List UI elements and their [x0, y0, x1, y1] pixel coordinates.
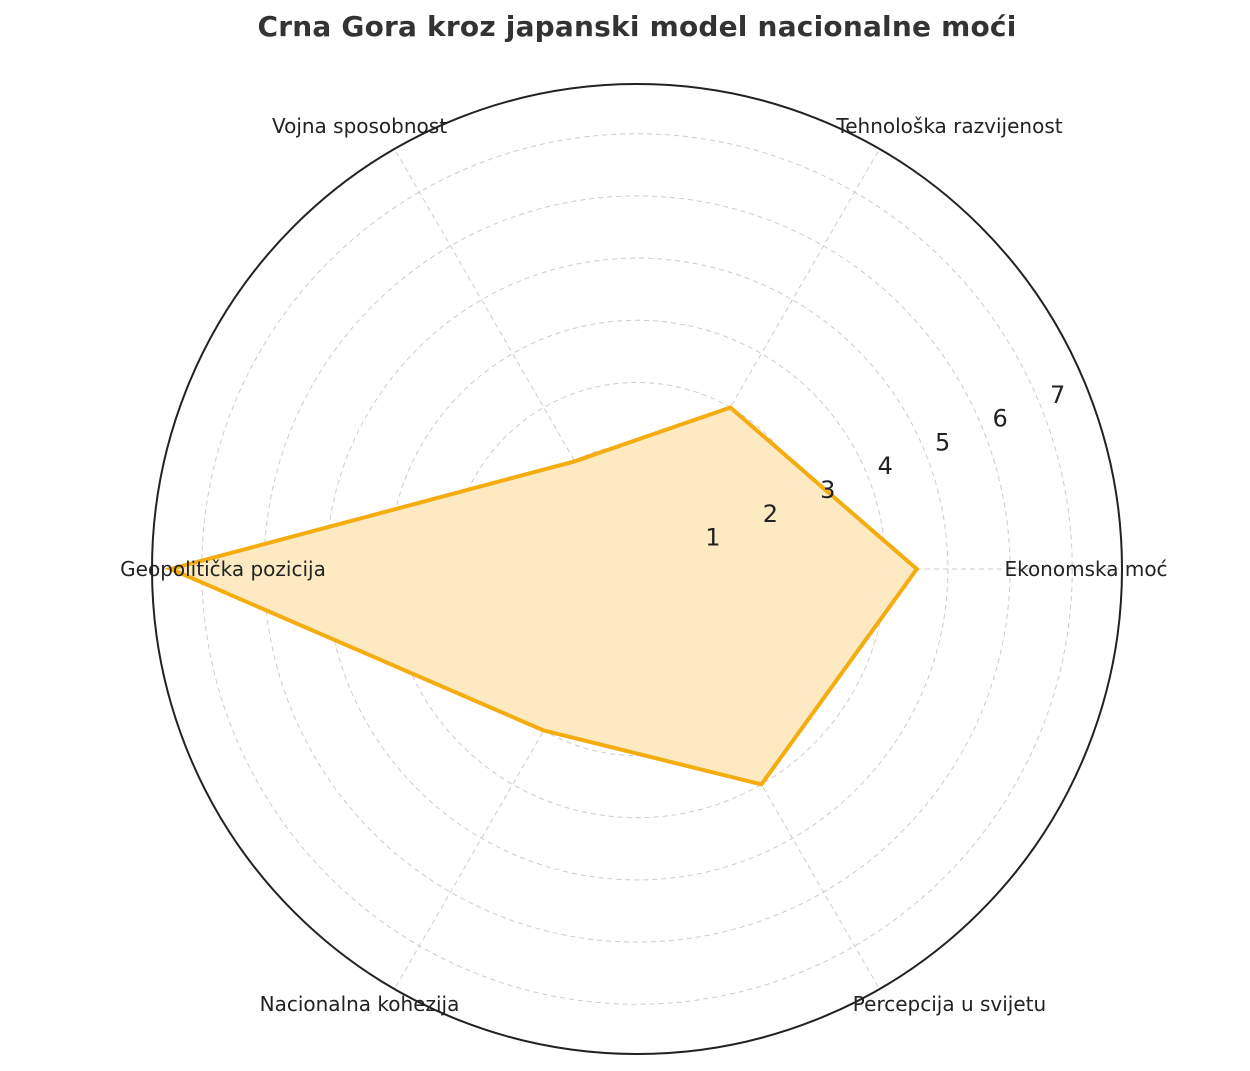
- radial-tick-label: 6: [993, 405, 1008, 433]
- category-label: Ekonomska moć: [1004, 557, 1167, 581]
- radial-tick-label: 2: [763, 500, 778, 528]
- label-layer: Ekonomska moć Tehnološka razvijenost Vojna…: [120, 114, 1167, 1016]
- category-label: Vojna sposobnost: [272, 114, 447, 138]
- chart-title: Crna Gora kroz japanski model nacionalne…: [257, 10, 1017, 43]
- radial-tick-label: 1: [705, 524, 720, 552]
- radial-tick-label: 4: [878, 452, 893, 480]
- category-label: Geopolitička pozicija: [120, 557, 326, 581]
- radial-tick-label: 7: [1050, 381, 1065, 409]
- radial-tick-label: 3: [820, 476, 835, 504]
- series-area: [170, 407, 917, 785]
- radial-tick-label: 5: [935, 428, 950, 456]
- data-layer: [164, 405, 920, 787]
- polar-frame: [151, 83, 1123, 1055]
- category-label: Tehnološka razvijenost: [835, 114, 1062, 138]
- category-label: Percepcija u svijetu: [853, 992, 1046, 1016]
- category-label: Nacionalna kohezija: [260, 992, 460, 1016]
- series-line: [164, 405, 920, 787]
